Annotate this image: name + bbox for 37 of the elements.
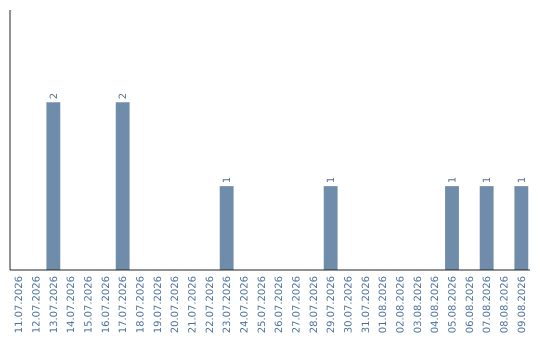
x-tick-label: 06.08.2026: [464, 276, 476, 334]
x-tick-label: 27.07.2026: [292, 276, 302, 334]
x-tick-label: 29.07.2026: [326, 276, 338, 334]
x-tick-label: 01.08.2026: [378, 276, 390, 334]
x-tick-label: 28.07.2026: [308, 276, 320, 334]
x-tick-label: 07.08.2026: [482, 276, 494, 334]
x-tick-label: 22.07.2026: [204, 276, 216, 334]
data-label: 1: [448, 176, 458, 184]
x-tick-label: 16.07.2026: [100, 276, 112, 334]
data-label: 2: [48, 92, 60, 100]
x-tick-label: 11.07.2026: [14, 276, 26, 334]
data-label: 2: [118, 92, 130, 100]
x-tick-label: 05.08.2026: [448, 276, 458, 334]
data-label: 1: [222, 176, 234, 184]
x-tick-label: 08.08.2026: [500, 276, 510, 334]
x-tick-label: 12.07.2026: [32, 276, 42, 334]
x-tick-label: 02.08.2026: [396, 276, 406, 334]
data-label: 1: [482, 176, 494, 184]
x-tick-label: 21.07.2026: [188, 276, 198, 334]
x-tick-label: 31.07.2026: [360, 276, 372, 334]
x-tick-label: 25.07.2026: [256, 276, 268, 334]
x-tick-label: 14.07.2026: [66, 276, 78, 334]
x-tick-label: 04.08.2026: [430, 276, 442, 334]
x-tick-label: 30.07.2026: [344, 276, 354, 334]
x-tick-label: 15.07.2026: [84, 276, 94, 334]
x-tick-label: 18.07.2026: [136, 276, 146, 334]
x-tick-label: 24.07.2026: [240, 276, 250, 334]
x-tick-label: 20.07.2026: [170, 276, 182, 334]
x-tick-label: 19.07.2026: [152, 276, 164, 334]
data-label: 1: [326, 176, 338, 184]
x-tick-label: 26.07.2026: [274, 276, 286, 334]
x-tick-label: 13.07.2026: [48, 276, 60, 334]
data-label: 1: [516, 176, 528, 184]
x-tick-label: 17.07.2026: [118, 276, 130, 334]
x-tick-label: 23.07.2026: [222, 276, 234, 334]
x-tick-label: 03.08.2026: [412, 276, 424, 334]
x-tick-label: 09.08.2026: [516, 276, 528, 334]
